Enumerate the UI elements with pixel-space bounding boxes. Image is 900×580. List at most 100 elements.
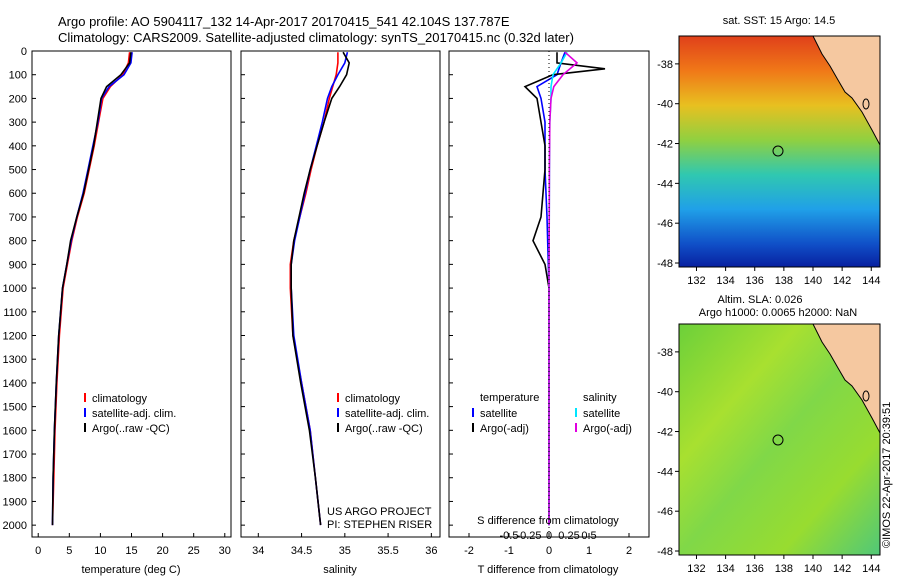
lon-tick-label: 142 bbox=[833, 563, 851, 575]
lon-tick-label: 134 bbox=[716, 563, 734, 575]
x-axis-label: salinity bbox=[323, 564, 357, 576]
depth-tick-label: 1800 bbox=[3, 473, 27, 485]
x-tick-label: 0 bbox=[546, 545, 552, 557]
difference-panel: -2 -1 0 1 2 T difference from climatology S di… bbox=[448, 50, 650, 576]
lon-tick-label: 132 bbox=[687, 563, 705, 575]
depth-tick-label: 1000 bbox=[3, 283, 27, 295]
x-axis-label: T difference from climatology bbox=[478, 564, 619, 576]
lon-tick-label: 136 bbox=[746, 275, 764, 287]
x-tick-label: 34.5 bbox=[291, 545, 312, 557]
sla-map: Altim. SLA: 0.026 Argo h1000: 0.0065 h20… bbox=[657, 294, 881, 575]
x-tick-label: 30 bbox=[219, 545, 231, 557]
legend-label: climatology bbox=[345, 393, 401, 405]
x-tick-label: 34 bbox=[252, 545, 264, 557]
x-tick-label: 15 bbox=[125, 545, 137, 557]
depth-tick-label: 2000 bbox=[3, 520, 27, 532]
legend-label: satellite-adj. clim. bbox=[92, 408, 176, 420]
depth-tick-label: 600 bbox=[9, 188, 27, 200]
lon-tick-label: 134 bbox=[716, 275, 734, 287]
x-tick-label: 35.5 bbox=[377, 545, 398, 557]
lat-tick-label: -48 bbox=[657, 546, 673, 558]
depth-tick-label: 700 bbox=[9, 212, 27, 224]
top-tick-label: 0 bbox=[546, 530, 552, 542]
lon-tick-label: 132 bbox=[687, 275, 705, 287]
series-line bbox=[290, 51, 351, 526]
legend-label: Argo(..raw -QC) bbox=[345, 423, 423, 435]
lat-tick-label: -42 bbox=[657, 139, 673, 151]
lon-tick-label: 136 bbox=[746, 563, 764, 575]
depth-tick-label: 1700 bbox=[3, 449, 27, 461]
legend-label: climatology bbox=[92, 393, 148, 405]
temperature-panel: 0100200300400500600700800900100011001200… bbox=[3, 46, 232, 576]
plot-frame bbox=[31, 50, 232, 538]
lon-tick-label: 142 bbox=[833, 275, 851, 287]
legend-title-salinity: salinity bbox=[583, 392, 617, 404]
credit-project: US ARGO PROJECT bbox=[327, 506, 432, 518]
x-tick-label: -1 bbox=[504, 545, 514, 557]
depth-tick-label: 1200 bbox=[3, 330, 27, 342]
lat-tick-label: -40 bbox=[657, 387, 673, 399]
sla-land bbox=[812, 323, 881, 434]
imos-timestamp: ©IMOS 22-Apr-2017 20:39:51 bbox=[881, 402, 893, 548]
depth-tick-label: 300 bbox=[9, 117, 27, 129]
lat-tick-label: -48 bbox=[657, 258, 673, 270]
top-tick-label: -0.5 bbox=[500, 530, 519, 542]
top-tick-label: 0.5 bbox=[581, 530, 596, 542]
x-tick-label: 35 bbox=[339, 545, 351, 557]
depth-tick-label: 800 bbox=[9, 236, 27, 248]
lat-tick-label: -38 bbox=[657, 59, 673, 71]
lat-tick-label: -44 bbox=[657, 466, 673, 478]
sla-map-title: Altim. SLA: 0.026 bbox=[718, 294, 803, 306]
island-icon bbox=[862, 390, 870, 402]
sst-map: sat. SST: 15 Argo: 14.5 132 134 136 138 140 1… bbox=[657, 15, 881, 287]
legend-title-temperature: temperature bbox=[480, 392, 539, 404]
top-axis-label: S difference from climatology bbox=[477, 515, 619, 527]
sst-land bbox=[812, 35, 881, 146]
lon-tick-label: 140 bbox=[804, 563, 822, 575]
legend-label: satellite-adj. clim. bbox=[345, 408, 429, 420]
legend-label: Argo(-adj) bbox=[480, 423, 529, 435]
salinity-panel: 34 34.5 35 35.5 36 salinity climatology satelli… bbox=[240, 50, 441, 576]
lat-tick-label: -38 bbox=[657, 347, 673, 359]
argo-position-marker bbox=[772, 145, 784, 157]
legend-label: Argo(-adj) bbox=[583, 423, 632, 435]
depth-tick-label: 1500 bbox=[3, 402, 27, 414]
lat-tick-label: -46 bbox=[657, 506, 673, 518]
x-tick-label: 5 bbox=[66, 545, 72, 557]
x-tick-label: 0 bbox=[35, 545, 41, 557]
x-tick-label: 25 bbox=[188, 545, 200, 557]
credit-pi: PI: STEPHEN RISER bbox=[327, 519, 432, 531]
top-tick-label: -0.25 bbox=[516, 530, 541, 542]
lon-tick-label: 140 bbox=[804, 275, 822, 287]
x-tick-label: -2 bbox=[464, 545, 474, 557]
island-icon bbox=[862, 98, 870, 110]
lon-tick-label: 144 bbox=[862, 563, 880, 575]
sst-map-title: sat. SST: 15 Argo: 14.5 bbox=[723, 15, 836, 27]
x-tick-label: 20 bbox=[156, 545, 168, 557]
x-tick-label: 10 bbox=[94, 545, 106, 557]
depth-tick-label: 1400 bbox=[3, 378, 27, 390]
depth-tick-label: 400 bbox=[9, 141, 27, 153]
depth-tick-label: 500 bbox=[9, 165, 27, 177]
lat-tick-label: -44 bbox=[657, 178, 673, 190]
plot-frame bbox=[240, 50, 441, 538]
series-line bbox=[523, 52, 606, 526]
depth-tick-label: 1300 bbox=[3, 354, 27, 366]
depth-tick-label: 1100 bbox=[3, 307, 27, 319]
lat-tick-label: -42 bbox=[657, 427, 673, 439]
x-tick-label: 36 bbox=[425, 545, 437, 557]
depth-tick-label: 900 bbox=[9, 259, 27, 271]
lat-tick-label: -40 bbox=[657, 99, 673, 111]
depth-tick-label: 100 bbox=[9, 70, 27, 82]
depth-tick-label: 1600 bbox=[3, 425, 27, 437]
sla-map-subtitle: Argo h1000: 0.0065 h2000: NaN bbox=[699, 307, 857, 319]
lat-tick-label: -46 bbox=[657, 218, 673, 230]
profile-title: Argo profile: AO 5904117_132 14-Apr-2017… bbox=[58, 14, 510, 29]
argo-position-marker bbox=[772, 434, 784, 446]
legend-label: satellite bbox=[480, 408, 517, 420]
x-axis-label: temperature (deg C) bbox=[81, 564, 180, 576]
top-tick-label: 0.25 bbox=[558, 530, 579, 542]
series-line bbox=[51, 52, 132, 526]
depth-tick-label: 0 bbox=[21, 46, 27, 58]
